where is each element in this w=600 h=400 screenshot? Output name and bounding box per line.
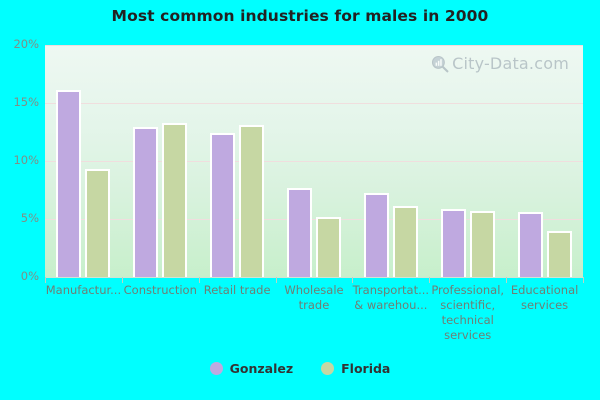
x-axis-tick xyxy=(429,277,431,283)
legend-swatch-icon xyxy=(321,362,335,375)
gridline xyxy=(45,45,583,46)
magnifier-bar-chart-icon xyxy=(432,55,449,72)
bar-florida-5 xyxy=(469,211,495,277)
x-axis-tick xyxy=(506,277,508,283)
bar-gonzalez-0 xyxy=(56,90,82,277)
x-axis-category-label: Manufactur... xyxy=(45,283,122,297)
x-axis-category-label: Construction xyxy=(123,283,197,297)
legend-item[interactable]: Florida xyxy=(321,361,390,376)
gridline xyxy=(45,103,583,104)
bar-florida-1 xyxy=(162,122,188,277)
x-axis-category-label: Retail trade xyxy=(203,283,271,297)
bar-gonzalez-3 xyxy=(287,187,312,277)
legend-label: Gonzalez xyxy=(229,361,294,376)
watermark-text: City-Data.com xyxy=(452,54,569,73)
plot-area: City-Data.com xyxy=(45,45,583,277)
gridline xyxy=(45,219,583,220)
legend-swatch-icon xyxy=(209,362,223,375)
bar-gonzalez-4 xyxy=(363,193,389,277)
bar-florida-4 xyxy=(392,206,418,277)
x-axis-category-label: Wholesale trade xyxy=(284,283,344,312)
x-axis-line xyxy=(45,277,583,278)
legend: Gonzalez Florida xyxy=(0,361,600,376)
bar-gonzalez-2 xyxy=(210,133,236,277)
x-axis-category-label: Educational services xyxy=(510,283,579,312)
gridline xyxy=(45,161,583,162)
bar-gonzalez-6 xyxy=(517,212,543,277)
x-axis-tick xyxy=(121,277,123,283)
legend-label: Florida xyxy=(341,361,391,376)
bar-florida-2 xyxy=(239,125,265,277)
bar-gonzalez-5 xyxy=(440,208,466,277)
x-axis-category-label: Professional, scientific, technical serv… xyxy=(431,283,505,342)
chart-title: Most common industries for males in 2000 xyxy=(111,7,489,25)
x-axis-tick xyxy=(275,277,277,283)
x-axis-tick xyxy=(45,277,46,283)
legend-item[interactable]: Gonzalez xyxy=(209,361,294,376)
bar-florida-3 xyxy=(316,216,341,277)
y-axis-tick-label: 0% xyxy=(20,269,39,283)
bar-gonzalez-1 xyxy=(133,127,159,277)
bar-florida-0 xyxy=(85,169,111,277)
y-axis-tick-label: 10% xyxy=(13,153,39,167)
y-axis-tick-label: 20% xyxy=(13,37,39,51)
bar-florida-6 xyxy=(546,230,572,277)
watermark: City-Data.com xyxy=(431,54,569,73)
x-axis-tick xyxy=(352,277,354,283)
x-axis-tick xyxy=(198,277,200,283)
y-axis-tick-label: 15% xyxy=(13,95,39,109)
bars-layer xyxy=(45,45,583,277)
x-axis-category-label: Transportat... & warehou... xyxy=(352,283,430,312)
x-axis-tick xyxy=(583,277,584,283)
y-axis-tick-label: 5% xyxy=(20,211,39,225)
